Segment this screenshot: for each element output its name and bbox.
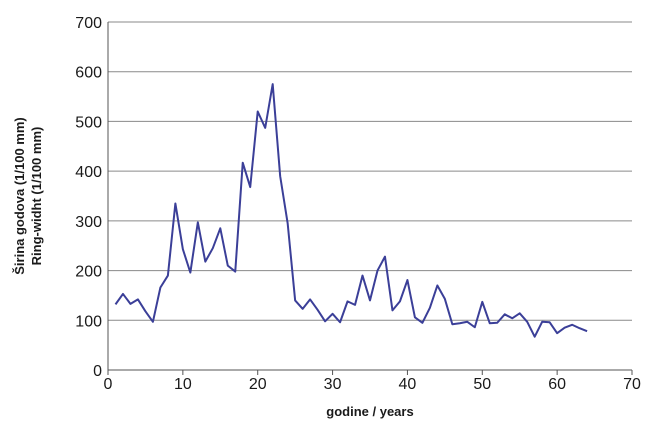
y-axis-label-line-1: Širina godova (1/100 mm) bbox=[12, 117, 27, 275]
x-tick-labels: 0 10 20 30 40 50 60 70 bbox=[104, 376, 641, 393]
series-line bbox=[114, 83, 588, 338]
x-tick-label: 10 bbox=[174, 376, 192, 393]
x-tick-label: 70 bbox=[623, 376, 641, 393]
x-tick-label: 40 bbox=[399, 376, 417, 393]
x-tick-label: 50 bbox=[473, 376, 491, 393]
axes bbox=[107, 22, 633, 375]
y-tick-label: 0 bbox=[93, 363, 102, 380]
y-tick-label: 500 bbox=[75, 114, 102, 131]
y-tick-label: 300 bbox=[75, 214, 102, 231]
x-tick-label: 0 bbox=[104, 376, 113, 393]
x-tick-label: 20 bbox=[249, 376, 267, 393]
y-tick-labels: 0 100 200 300 400 500 600 700 bbox=[75, 15, 102, 380]
y-tick-label: 600 bbox=[75, 65, 102, 82]
x-tick-label: 30 bbox=[324, 376, 342, 393]
y-tick-label: 700 bbox=[75, 15, 102, 32]
data-points bbox=[115, 84, 587, 337]
y-tick-label: 400 bbox=[75, 164, 102, 181]
y-axis-label-line-2: Ring-widht (1/100 mm) bbox=[29, 127, 44, 266]
y-tick-label: 100 bbox=[75, 313, 102, 330]
y-tick-label: 200 bbox=[75, 264, 102, 281]
x-axis-label: godine / years bbox=[326, 404, 413, 419]
gridlines bbox=[108, 21, 632, 321]
x-tick-label: 60 bbox=[548, 376, 566, 393]
